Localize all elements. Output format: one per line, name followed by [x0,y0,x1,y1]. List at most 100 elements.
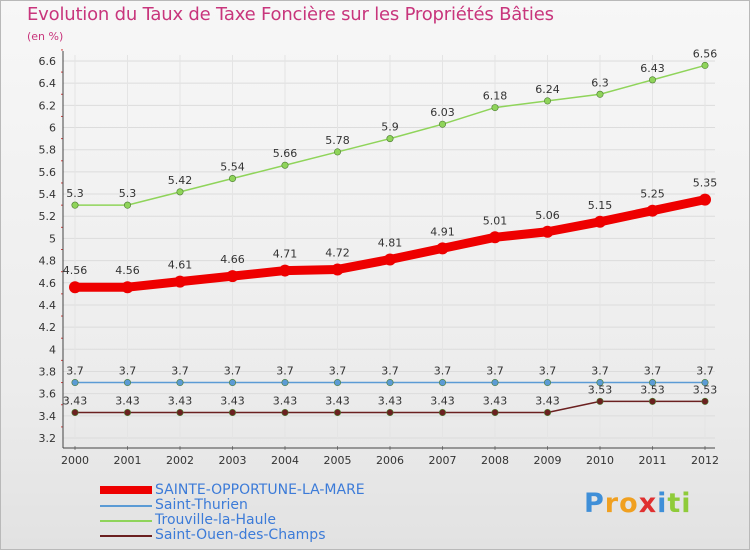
data-point-saint-ouen-des-champs [176,408,184,416]
data-label-sainte-opportune-la-mare: 4.66 [220,253,245,266]
data-label-trouville-la-haule: 5.54 [220,161,245,174]
logo-letter: P [584,488,605,519]
data-label-trouville-la-haule: 6.3 [591,76,609,89]
data-label-sainte-opportune-la-mare: 5.35 [693,177,718,190]
data-point-trouville-la-haule [543,97,551,105]
y-tick-label: 5.8 [39,144,57,157]
data-point-saint-ouen-des-champs [333,408,341,416]
data-point-saint-thurien [438,379,446,387]
data-label-sainte-opportune-la-mare: 5.01 [483,214,508,227]
y-tick-label: 6.6 [39,55,57,68]
data-point-trouville-la-haule [491,104,499,112]
data-point-sainte-opportune-la-mare [121,281,134,294]
data-point-sainte-opportune-la-mare [489,231,501,244]
data-label-saint-thurien: 3.7 [329,365,347,378]
data-label-saint-ouen-des-champs: 3.43 [168,394,193,407]
data-label-saint-ouen-des-champs: 3.43 [430,394,455,407]
x-tick-label: 2009 [534,454,562,467]
legend-swatch-sainte-opportune [100,486,152,494]
data-point-saint-thurien [124,379,132,387]
data-label-trouville-la-haule: 5.78 [325,134,350,147]
y-tick-label: 5.2 [39,210,57,223]
data-label-trouville-la-haule: 5.3 [119,187,137,200]
data-point-saint-ouen-des-champs [701,397,709,405]
data-point-saint-thurien [491,379,499,387]
y-tick-label: 4.8 [39,255,57,268]
data-labels: 5.3 5.3 5.42 5.54 5.66 5.78 5.9 6.03 6.18 6.24 6.3… [63,47,718,407]
y-tick-label: 4.4 [39,299,57,312]
proxiti-logo: Proxiti [584,488,692,519]
data-label-trouville-la-haule: 6.18 [483,90,508,103]
data-label-trouville-la-haule: 6.56 [693,47,718,60]
logo-letter: i [681,488,692,519]
data-point-trouville-la-haule [701,61,709,69]
data-point-saint-thurien [543,379,551,387]
data-label-trouville-la-haule: 5.66 [273,147,298,160]
data-point-trouville-la-haule [596,90,604,98]
y-tick-label: 3.2 [39,432,57,445]
x-tick-label: 2012 [691,454,719,467]
y-tick-label: 6.2 [39,99,57,112]
data-label-saint-ouen-des-champs: 3.43 [325,394,350,407]
logo-letter: o [619,488,639,519]
x-tick-label: 2000 [61,454,89,467]
x-tick-label: 2010 [586,454,614,467]
data-label-saint-thurien: 3.7 [591,365,609,378]
data-label-saint-thurien: 3.7 [644,365,662,378]
data-label-saint-ouen-des-champs: 3.53 [693,383,718,396]
x-tick-label: 2004 [271,454,299,467]
data-label-saint-thurien: 3.7 [539,365,557,378]
y-tick-label: 4 [49,343,56,356]
data-label-saint-ouen-des-champs: 3.53 [640,383,665,396]
logo-letter: x [638,488,658,519]
data-point-sainte-opportune-la-mare [69,281,81,294]
data-label-trouville-la-haule: 6.24 [535,83,560,96]
data-point-sainte-opportune-la-mare [594,215,606,228]
data-label-sainte-opportune-la-mare: 4.56 [115,264,140,277]
data-label-saint-thurien: 3.7 [66,365,84,378]
x-tick-label: 2001 [114,454,142,467]
unit-label: (en %) [27,30,64,43]
data-point-saint-ouen-des-champs [543,408,551,416]
data-label-trouville-la-haule: 6.43 [640,62,665,75]
data-label-saint-thurien: 3.7 [381,365,399,378]
logo-letter: t [667,488,682,519]
data-point-saint-ouen-des-champs [124,408,132,416]
data-point-saint-thurien [71,379,79,387]
data-point-sainte-opportune-la-mare [331,263,344,276]
data-point-saint-ouen-des-champs [229,408,237,416]
chart-title: Evolution du Taux de Taxe Foncière sur l… [27,4,554,25]
data-point-saint-thurien [176,379,184,387]
data-point-sainte-opportune-la-mare [279,264,291,277]
data-label-saint-thurien: 3.7 [171,365,189,378]
data-point-trouville-la-haule [71,201,79,209]
y-tick-label: 3.4 [39,410,57,423]
data-label-saint-ouen-des-champs: 3.43 [115,394,140,407]
y-tick-label: 4.2 [39,321,57,334]
series-layer [69,61,711,416]
data-label-sainte-opportune-la-mare: 4.72 [325,246,350,259]
legend-label-saint-ouen-des-champs: Saint-Ouen-des-Champs [155,527,326,543]
grid [63,55,715,439]
y-tick-label: 5 [49,232,56,245]
data-point-trouville-la-haule [333,148,341,156]
logo-letter: r [604,488,620,519]
y-tick-label: 3.6 [39,388,57,401]
data-label-sainte-opportune-la-mare: 5.15 [588,199,613,212]
legend-swatch-saint-ouen-des-champs [100,535,152,537]
data-point-saint-ouen-des-champs [281,408,289,416]
data-label-saint-ouen-des-champs: 3.43 [273,394,298,407]
data-point-saint-thurien [281,379,289,387]
data-label-sainte-opportune-la-mare: 5.25 [640,188,665,201]
data-point-saint-thurien [333,379,341,387]
x-tick-label: 2005 [324,454,352,467]
data-label-saint-ouen-des-champs: 3.43 [378,394,403,407]
legend-label-sainte-opportune: SAINTE-OPPORTUNE-LA-MARE [155,482,365,498]
y-tick-label: 5.6 [39,166,57,179]
data-point-trouville-la-haule [176,188,184,196]
y-tick-label: 6 [49,122,56,135]
legend-swatch-saint-thurien [100,505,152,507]
data-label-sainte-opportune-la-mare: 4.91 [430,225,455,238]
data-label-sainte-opportune-la-mare: 4.81 [378,236,403,249]
data-point-saint-ouen-des-champs [596,397,604,405]
